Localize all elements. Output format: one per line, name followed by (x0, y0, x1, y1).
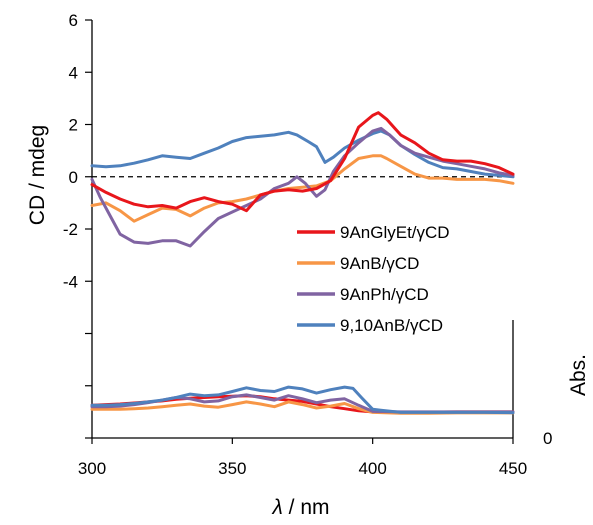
legend-label-9anph-cd: 9AnPh/γCD (340, 285, 429, 304)
legend: 9AnGlyEt/γCD 9AnB/γCD 9AnPh/γCD 9,10AnB/γCD (297, 223, 450, 335)
y2-tick-label: 0 (543, 429, 552, 448)
absorbance-series (90, 385, 515, 415)
legend-label-9anglyet-cd: 9AnGlyEt/γCD (340, 223, 450, 242)
x-tick-label: 350 (218, 459, 246, 478)
x-axis-title-symbol: λ (271, 496, 282, 519)
legend-label-9anb-cd: 9AnB/γCD (340, 254, 419, 273)
axis-ticks: 6 4 2 0 -2 -4 300 350 400 450 0 (63, 11, 553, 478)
abs-line-9-10anb-cd (90, 385, 515, 415)
x-axis-title: λ / nm (271, 496, 329, 519)
y-tick-label: 6 (69, 11, 78, 30)
x-tick-label: 450 (499, 459, 527, 478)
x-tick-label: 300 (78, 459, 106, 478)
y-tick-label: -2 (63, 220, 78, 239)
y-tick-label: 2 (69, 116, 78, 135)
y-axis-title: CD / mdeg (26, 125, 49, 225)
cd-line-9-10anb-cd (90, 129, 515, 179)
y-tick-label: 0 (69, 168, 78, 187)
y-tick-label: -4 (63, 272, 78, 291)
cd-series (90, 111, 515, 248)
x-axis-title-unit: / nm (283, 496, 330, 519)
cd-line-9anb-cd (90, 154, 515, 223)
cd-line-9anph-cd (90, 126, 515, 248)
y2-axis-title: Abs. (567, 354, 590, 396)
x-tick-label: 400 (358, 459, 386, 478)
legend-label-9-10anb-cd: 9,10AnB/γCD (340, 316, 443, 335)
cd-line-9anglyet-cd (90, 111, 515, 213)
axes-frame (91, 20, 514, 439)
y-tick-label: 4 (69, 63, 78, 82)
axis-labels: CD / mdeg Abs. λ / nm (26, 125, 590, 519)
